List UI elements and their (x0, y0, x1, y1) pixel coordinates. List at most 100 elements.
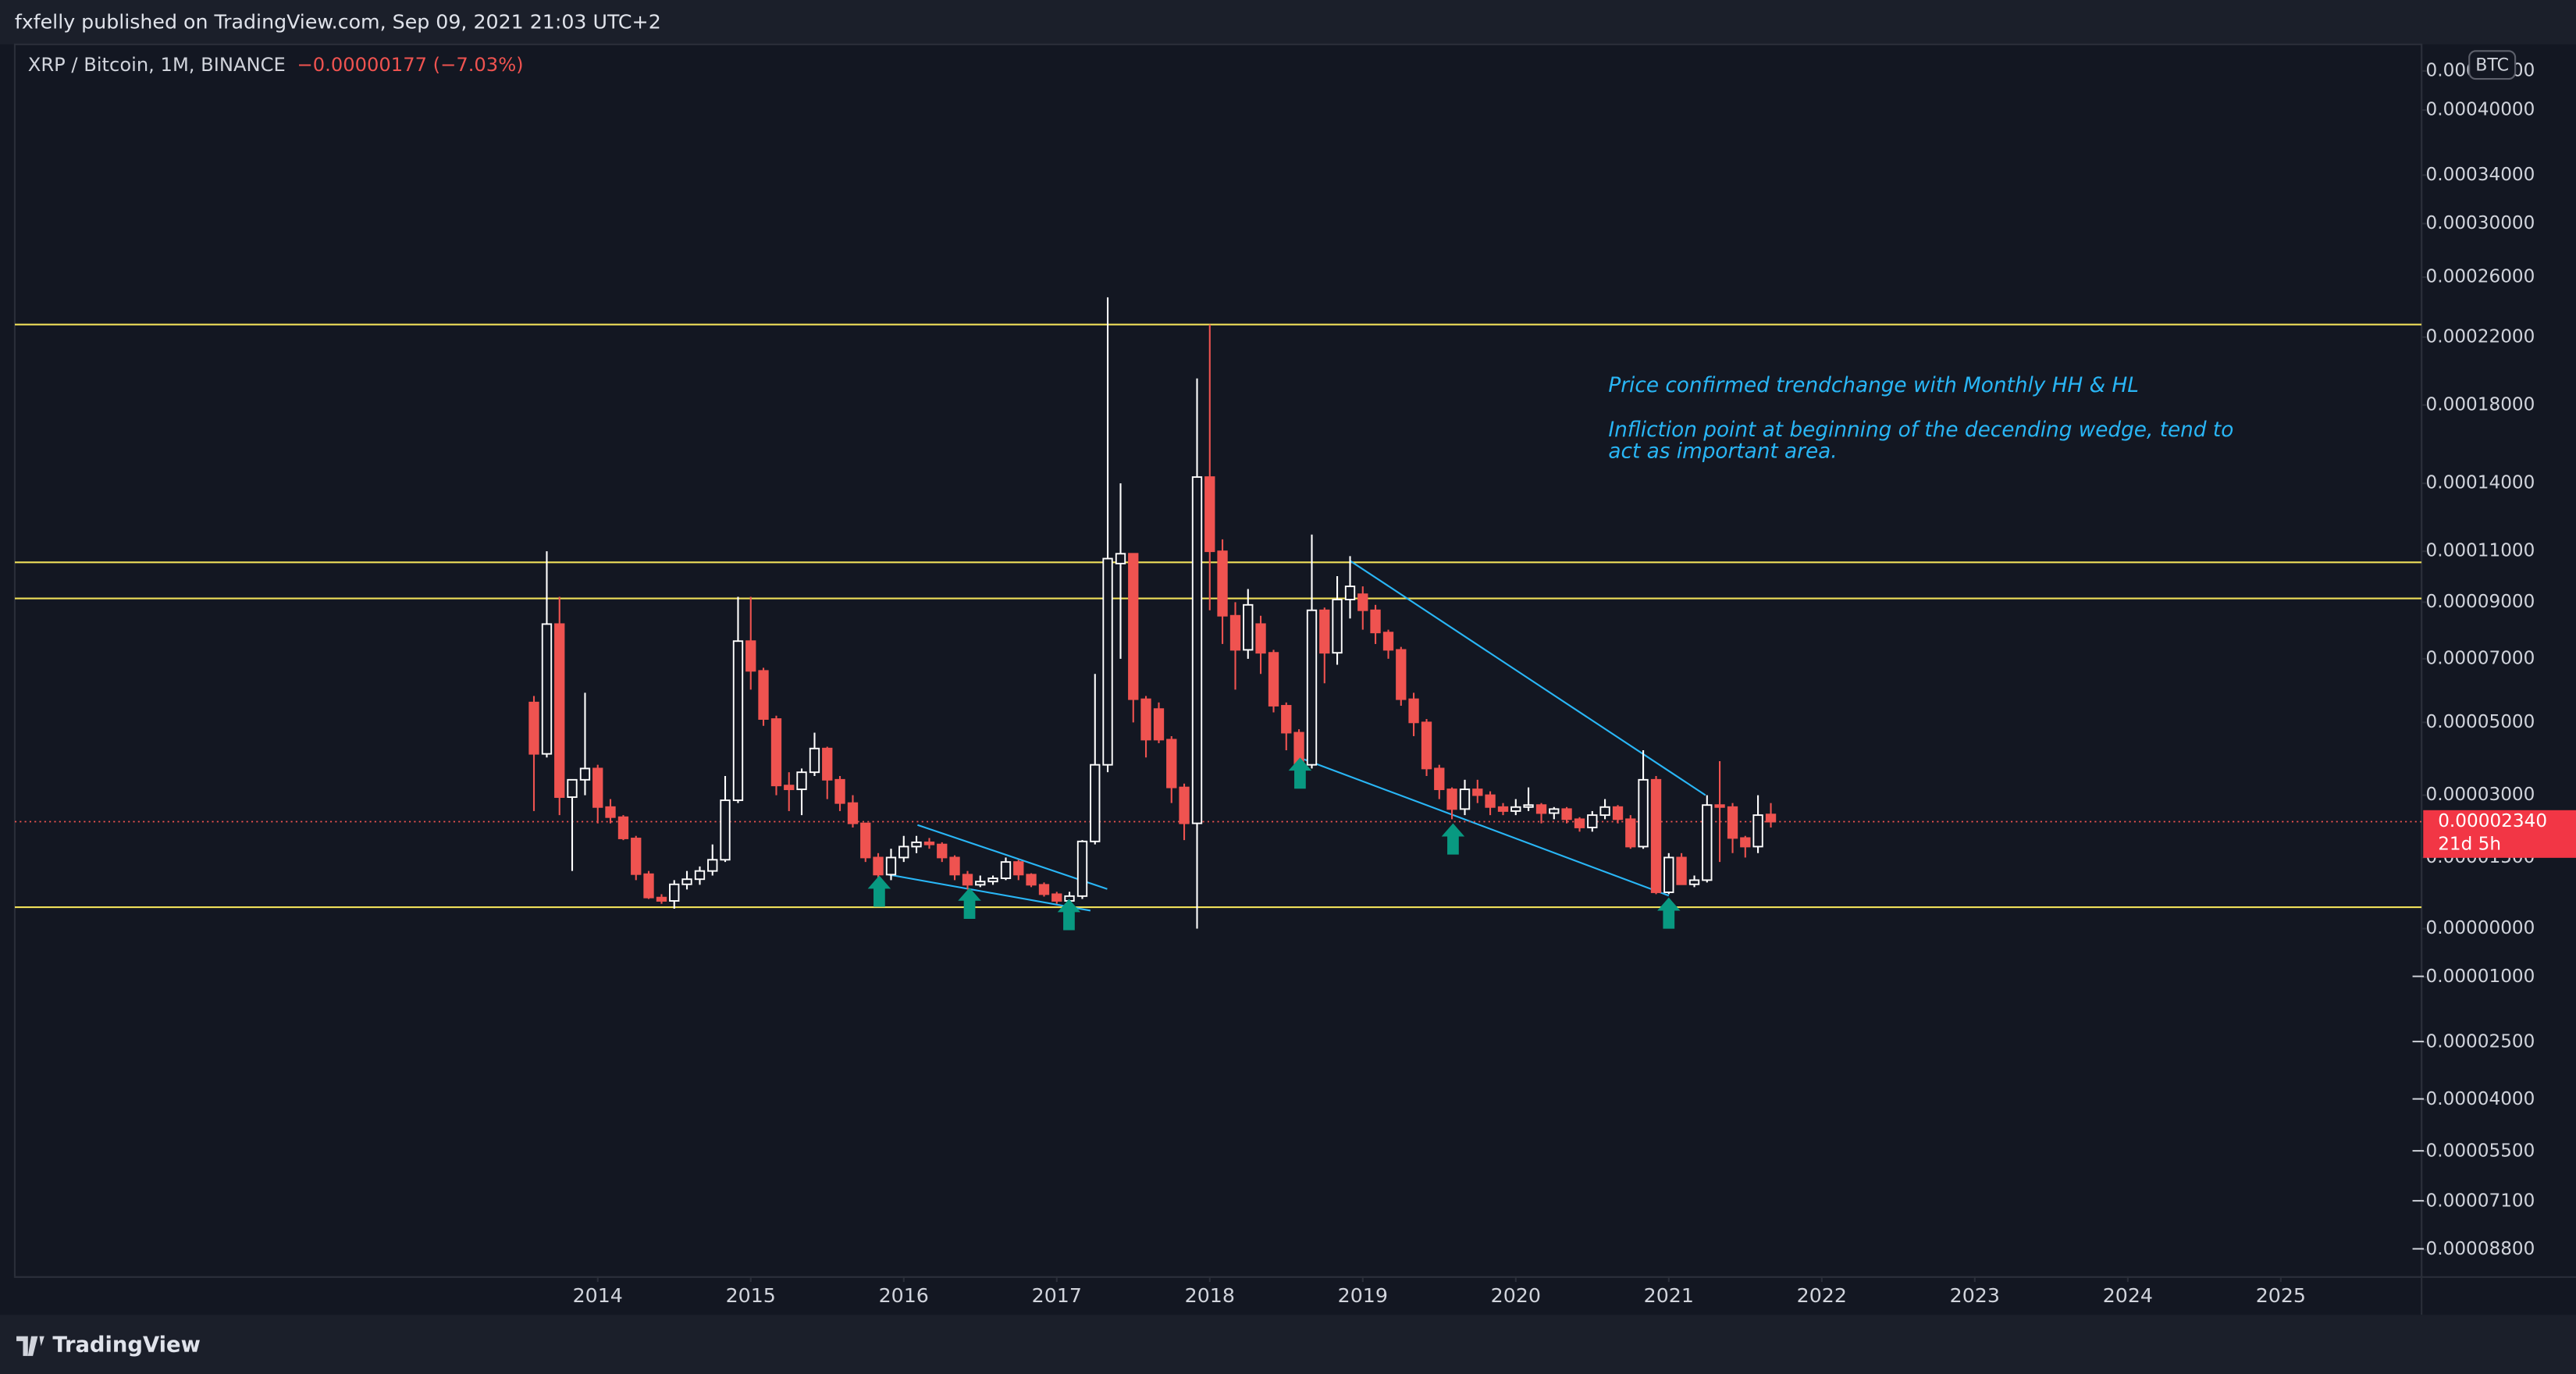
logo-text[interactable]: TradingView (52, 1333, 201, 1358)
candle (1676, 853, 1687, 885)
candle-body (1090, 764, 1101, 842)
candle (554, 596, 565, 816)
y-tick-label: 0.00003000 (2426, 785, 2535, 805)
candle (1115, 483, 1126, 659)
candle-body (694, 870, 706, 881)
candle-body (1051, 893, 1062, 902)
candle-body (1344, 586, 1356, 600)
x-tick-label: 2024 (2103, 1284, 2153, 1307)
trend-line (1350, 560, 1706, 796)
candle-body (1408, 698, 1419, 724)
candle (1663, 853, 1674, 895)
candle-body (1523, 804, 1534, 808)
candle-body (605, 806, 616, 818)
candle-body (1217, 550, 1228, 617)
candle (911, 835, 922, 853)
candle (1140, 696, 1151, 758)
candle (1587, 810, 1598, 832)
candle-body (1599, 806, 1610, 817)
candle-body (1153, 708, 1165, 741)
candle (1128, 553, 1139, 723)
candle-body (1587, 814, 1598, 828)
trend-line (888, 874, 1091, 912)
candle-body (784, 785, 795, 791)
candle (1638, 750, 1649, 849)
candle (784, 772, 795, 811)
candle (1332, 575, 1343, 665)
currency-badge[interactable] (2468, 50, 2517, 80)
candle-body (847, 802, 859, 824)
footer-logo[interactable]: TradingView (16, 1333, 201, 1358)
y-tick-label: −0.00004000 (2411, 1089, 2535, 1109)
candle (1599, 799, 1610, 820)
candle-body (1255, 623, 1266, 654)
candle (1217, 539, 1228, 644)
candle-body (1191, 476, 1203, 824)
candle (592, 764, 603, 824)
candle-body (1574, 818, 1585, 828)
candle-body (1752, 814, 1763, 848)
candle (1561, 806, 1572, 824)
candle-body (1306, 609, 1318, 766)
candle (770, 715, 782, 796)
candle-body (1332, 598, 1343, 654)
candle-body (1243, 603, 1254, 651)
candle-body (1281, 705, 1292, 734)
y-tick-label: 0.00022000 (2426, 326, 2535, 347)
candle-body (631, 838, 642, 875)
candle (1243, 589, 1254, 659)
x-tick-label: 2014 (573, 1284, 623, 1307)
candle-body (592, 767, 603, 808)
candle-body (1229, 614, 1241, 651)
marker-arrow (958, 887, 981, 919)
candle (1153, 702, 1165, 743)
y-tick-label: −0.00007100 (2411, 1191, 2535, 1211)
candle (1688, 875, 1700, 888)
candle (1574, 817, 1585, 832)
candle-body (962, 874, 973, 886)
candle (1765, 803, 1777, 828)
candle-body (1497, 806, 1509, 812)
candle (605, 799, 616, 824)
candle-body (1434, 767, 1445, 791)
candle-body (1013, 861, 1024, 876)
candle-body (1638, 778, 1649, 848)
y-tick-label: 0.00026000 (2426, 267, 2535, 287)
marker-arrow (1657, 897, 1681, 929)
candle-body (911, 841, 922, 848)
candle (1446, 787, 1457, 820)
candle-body (707, 859, 718, 872)
header-bar (0, 0, 2576, 44)
candle-body (796, 771, 807, 791)
candle (1204, 324, 1215, 610)
candle-body (1650, 778, 1662, 893)
candle (1191, 378, 1203, 929)
x-tick-label: 2025 (2256, 1284, 2306, 1307)
y-tick-label: −0.00008800 (2411, 1239, 2535, 1259)
candle-body (541, 623, 553, 755)
candle-body (1421, 721, 1432, 770)
candle-body (937, 843, 948, 859)
candle (847, 795, 859, 828)
candle (681, 870, 692, 890)
candle (1090, 674, 1101, 845)
candle-body (860, 822, 871, 859)
y-tick-label: 0.00007000 (2426, 648, 2535, 668)
logo-mark[interactable] (16, 1336, 44, 1356)
plot-area (13, 43, 2423, 1278)
candle-body (1076, 840, 1088, 897)
candle-body (1026, 874, 1037, 886)
candle-body (1319, 609, 1330, 654)
candle (1102, 297, 1113, 773)
candle (720, 775, 731, 863)
candle (1000, 857, 1012, 881)
currency-label[interactable]: BTC (2475, 55, 2509, 76)
candle-body (1166, 739, 1177, 788)
change-text: −0.00000177 (−7.03%) (297, 54, 524, 76)
candle (1051, 892, 1062, 904)
annotation-text: Infliction point at beginning of the dec… (1608, 418, 2233, 442)
candle (1357, 586, 1368, 630)
y-tick-label: 0.00030000 (2426, 213, 2535, 233)
